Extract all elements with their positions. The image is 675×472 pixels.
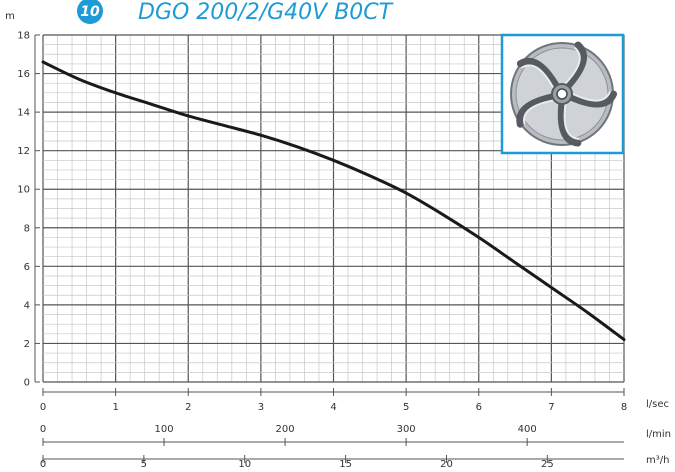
pump-head-curve <box>41 60 626 342</box>
x-tick-label: 300 <box>397 424 416 435</box>
x-axis-unit-label: m³/h <box>646 455 669 466</box>
y-tick-label: 10 <box>17 185 30 196</box>
y-tick-label: 0 <box>24 378 30 389</box>
x-tick-label: 0 <box>40 459 46 470</box>
x-axis-1: 0 1 2 3 4 5 6 7 8 l/sec <box>40 388 669 413</box>
y-axis-unit-label: m <box>5 11 15 22</box>
x-tick-label: 15 <box>339 459 352 470</box>
x-tick-label: 400 <box>518 424 537 435</box>
x-axis-2: 0 100 200 300 400 l/min <box>40 424 671 446</box>
x-axis-3: 0 5 10 15 20 25 m³/h <box>40 455 669 470</box>
x-tick-label: 4 <box>330 402 336 413</box>
x-tick-label: 1 <box>112 402 118 413</box>
x-axes: 0 1 2 3 4 5 6 7 8 l/sec 0 100 200 300 400 l/min 0 5 10 15 20… <box>40 388 671 470</box>
model-title: DGO 200/2/G40V B0CT <box>138 0 394 25</box>
x-axis-unit-label: l/sec <box>646 399 669 410</box>
impeller-inset <box>500 33 625 155</box>
x-tick-label: 100 <box>154 424 173 435</box>
x-tick-label: 2 <box>185 402 191 413</box>
impeller-icon <box>510 41 618 147</box>
y-tick-label: 4 <box>24 300 30 311</box>
x-axis-unit-label: l/min <box>646 429 671 440</box>
x-tick-label: 7 <box>548 402 554 413</box>
model-number-badge <box>77 0 103 24</box>
y-tick-label: 2 <box>24 339 30 350</box>
y-tick-label: 18 <box>17 31 30 42</box>
y-tick-label: 14 <box>17 108 30 119</box>
y-axis: 0 2 4 6 8 10 12 14 16 18 <box>17 31 40 389</box>
x-tick-label: 0 <box>40 402 46 413</box>
x-tick-label: 200 <box>276 424 295 435</box>
x-tick-label: 5 <box>403 402 409 413</box>
x-tick-label: 6 <box>476 402 482 413</box>
y-tick-label: 16 <box>17 69 30 80</box>
x-tick-label: 0 <box>40 424 46 435</box>
x-tick-label: 25 <box>541 459 554 470</box>
y-tick-label: 8 <box>24 223 30 234</box>
y-tick-label: 12 <box>17 146 30 157</box>
x-tick-label: 3 <box>258 402 264 413</box>
x-tick-label: 5 <box>141 459 147 470</box>
x-tick-label: 20 <box>440 459 453 470</box>
x-tick-label: 10 <box>238 459 251 470</box>
y-tick-label: 6 <box>24 262 30 273</box>
chart-header: 10 DGO 200/2/G40V B0CT <box>77 0 394 25</box>
x-tick-label: 8 <box>621 402 627 413</box>
model-number-badge-text: 10 <box>80 4 100 20</box>
